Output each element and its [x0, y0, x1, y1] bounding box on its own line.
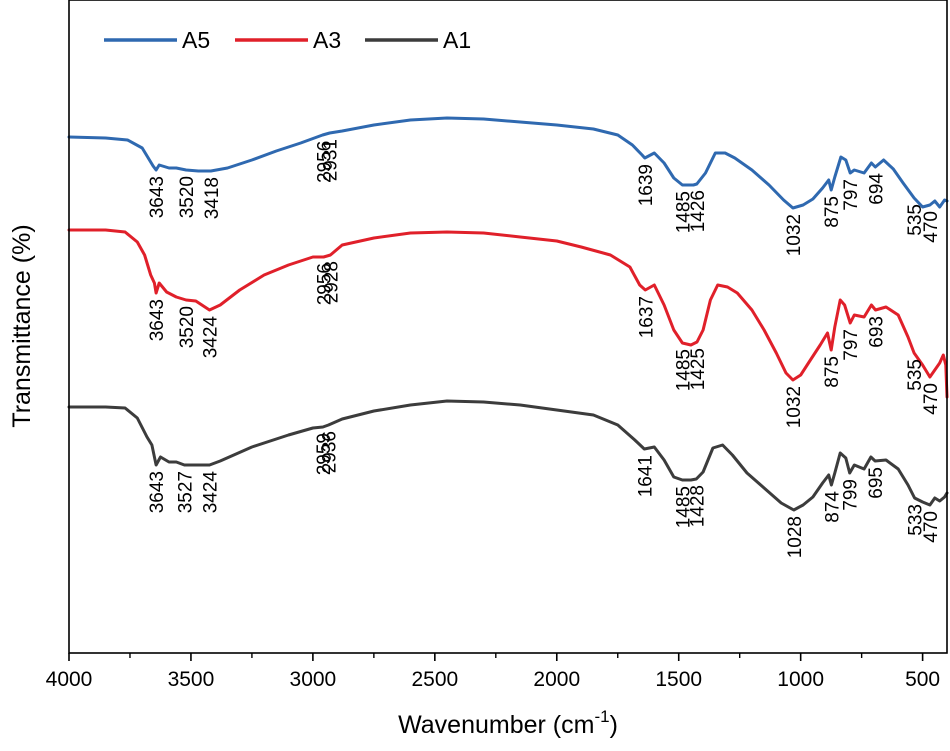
peak-label: 1485 [673, 349, 694, 391]
peak-label: 875 [822, 196, 843, 228]
x-tick-label: 3000 [290, 668, 337, 691]
peak-label: 535 [905, 359, 926, 391]
peak-label: 1032 [784, 214, 805, 256]
peak-label: 2936 [320, 431, 341, 473]
peak-label: 3520 [177, 306, 198, 348]
peak-label: 1485 [673, 191, 694, 233]
peak-label: 533 [906, 504, 927, 536]
peak-label: 797 [841, 179, 862, 211]
peak-label: 1426 [688, 190, 709, 232]
series-line-a5 [67, 116, 949, 210]
peak-label: 2956 [315, 263, 336, 305]
peak-label: 3527 [175, 471, 196, 513]
peak-label: 3643 [147, 299, 168, 341]
peak-label: 694 [866, 173, 887, 205]
peak-label: 470 [921, 383, 942, 415]
peak-label: 3643 [147, 471, 168, 513]
legend-label-a5: A5 [182, 27, 210, 53]
peak-label: 3424 [201, 471, 222, 514]
peak-label: 1639 [636, 164, 657, 206]
peak-label: 1637 [636, 296, 657, 338]
x-tick-label: 4000 [46, 668, 93, 691]
peak-label: 2959 [314, 433, 335, 475]
peak-label: 695 [866, 467, 887, 499]
x-tick-label: 3500 [168, 668, 215, 691]
axes: 4000 3500 3000 2500 2000 1500 1000 500 [46, 0, 948, 691]
x-tick-label: 500 [905, 668, 940, 691]
peak-label: 1485 [673, 486, 694, 528]
peak-label: 693 [867, 316, 888, 348]
peak-label: 875 [822, 356, 843, 388]
peak-label: 1641 [635, 455, 656, 497]
peak-label: 535 [905, 204, 926, 236]
x-axis-title: Wavenumber (cm-1) [398, 707, 618, 739]
peak-label: 2931 [321, 139, 342, 181]
peak-label: 1028 [785, 516, 806, 558]
peak-label: 3520 [177, 176, 198, 218]
x-tick-label: 1500 [655, 668, 702, 691]
legend: A5 A3 A1 [104, 27, 471, 53]
peak-label: 2956 [315, 141, 336, 183]
legend-label-a1: A1 [443, 27, 471, 53]
series-line-a3 [67, 228, 949, 399]
series-line-a1 [67, 399, 949, 512]
spectra-curves [67, 116, 949, 512]
x-ticks: 4000 3500 3000 2500 2000 1500 1000 500 [46, 653, 940, 691]
peak-label: 1032 [784, 386, 805, 428]
plot-frame [68, 0, 948, 654]
peak-label: 1428 [687, 485, 708, 527]
peak-label: 3424 [201, 316, 222, 359]
x-tick-label: 2000 [533, 668, 580, 691]
peak-label: 799 [841, 479, 862, 511]
legend-label-a3: A3 [313, 27, 341, 53]
x-tick-label: 1000 [777, 668, 824, 691]
peak-label: 3643 [147, 176, 168, 218]
peak-label: 470 [921, 511, 942, 543]
peak-label: 874 [822, 491, 843, 523]
peak-label: 1425 [688, 348, 709, 390]
peak-label: 3418 [202, 177, 223, 219]
y-axis-title: Transmittance (%) [8, 224, 36, 427]
peak-label: 797 [841, 329, 862, 361]
peak-label: 2928 [321, 261, 342, 303]
peak-label: 470 [921, 211, 942, 243]
x-tick-label: 2500 [411, 668, 458, 691]
peak-labels: 3643 3520 34182956293116391485142610328757… [147, 139, 942, 558]
